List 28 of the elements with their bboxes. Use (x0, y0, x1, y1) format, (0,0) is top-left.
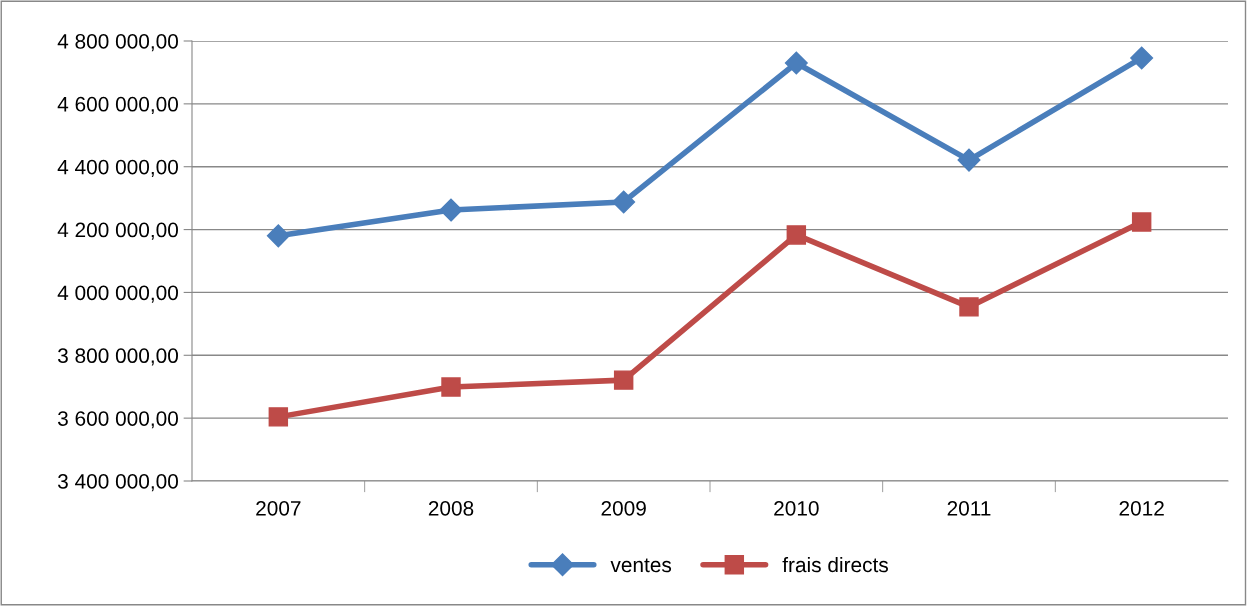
point (957, 148, 981, 172)
point (613, 370, 634, 390)
y-tick-label: 4 400 000,00 (57, 159, 178, 177)
x-tick-label: 2010 (774, 500, 819, 516)
legend-label: ventes (610, 558, 672, 573)
point (612, 190, 636, 214)
x-tick-label: 2008 (428, 500, 474, 516)
x-tick-label: 2011 (947, 500, 991, 516)
y-tick-label: 4 600 000,00 (57, 96, 178, 115)
y-tick-label: 3 600 000,00 (57, 411, 178, 429)
point (439, 198, 463, 222)
legend-label: frais directs (782, 556, 888, 573)
x-tick-label: 2009 (601, 500, 646, 516)
point (784, 51, 808, 75)
y-tick-label: 3 400 000,00 (57, 474, 178, 492)
point (1130, 46, 1154, 70)
point (268, 407, 289, 427)
x-tick-label: 2007 (256, 500, 301, 516)
y-tick-label: 4 200 000,00 (57, 222, 178, 240)
point (959, 297, 979, 317)
point (1131, 212, 1152, 232)
point (266, 224, 290, 248)
point (441, 377, 461, 397)
x-tick-label: 2012 (1119, 500, 1164, 516)
y-tick-label: 4 000 000,00 (57, 285, 178, 303)
y-tick-label: 3 800 000,00 (57, 348, 178, 366)
y-tick-label: 4 800 000,00 (57, 34, 178, 52)
point (786, 225, 807, 245)
